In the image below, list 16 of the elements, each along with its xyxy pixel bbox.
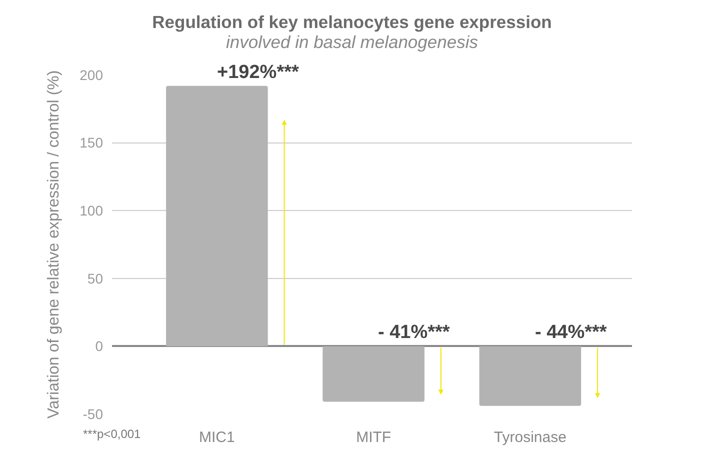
y-tick-label: 100 [80, 202, 104, 218]
chart-title: Regulation of key melanocytes gene expression [152, 12, 552, 32]
y-tick-label: 150 [80, 134, 104, 151]
x-tick-label: MITF [356, 429, 392, 446]
x-tick-label: MIC1 [199, 429, 235, 446]
chart-subtitle: involved in basal melanogenesis [226, 32, 478, 52]
y-tick-label: -50 [82, 406, 104, 422]
y-axis-title: Variation of gene relative expression / control (%) [46, 70, 63, 419]
y-tick-label: 0 [95, 338, 104, 354]
y-tick-label: 50 [87, 270, 104, 286]
data-label: - 41%*** [378, 322, 450, 343]
text: ***p<0,001 [83, 427, 142, 441]
x-tick-label: Tyrosinase [494, 429, 566, 446]
y-tick-label: 200 [80, 66, 104, 83]
data-label: - 44%*** [535, 322, 608, 343]
data-label: +192%*** [217, 62, 300, 83]
